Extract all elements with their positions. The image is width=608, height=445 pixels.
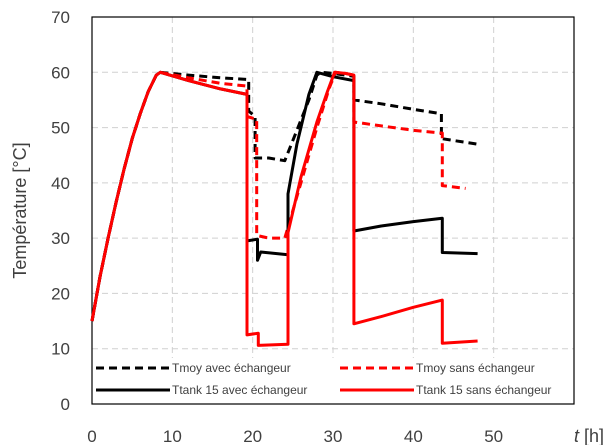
x-tick-label: 50 <box>484 427 503 445</box>
y-tick-label: 60 <box>51 63 70 82</box>
x-tick-label: 40 <box>404 427 423 445</box>
y-tick-label: 0 <box>61 395 70 414</box>
x-axis-unit: [h] <box>579 426 604 445</box>
legend-label-tmoy-avec-echangeur: Tmoy avec échangeur <box>172 361 291 375</box>
series-layer <box>90 70 478 347</box>
series-line-tmoy-avec-echangeur <box>90 70 478 322</box>
y-axis-title: Température [°C] <box>10 142 30 278</box>
plot-frame <box>91 16 575 405</box>
legend-label-ttank-15-avec-echangeur: Ttank 15 avec échangeur <box>172 383 307 397</box>
legend-label-ttank-15-sans-echangeur: Ttank 15 sans échangeur <box>416 383 551 397</box>
y-tick-label: 10 <box>51 340 70 359</box>
tick-labels: 0 10 20 30 40 50 0 10 20 30 40 50 60 70 <box>51 8 503 445</box>
y-tick-label: 20 <box>51 284 70 303</box>
series-line-ttank-15-sans-echangeur <box>90 70 478 347</box>
legend-background <box>93 358 573 403</box>
x-axis-variable: t <box>574 426 580 445</box>
x-tick-label: 0 <box>87 427 96 445</box>
x-tick-label: 20 <box>243 427 262 445</box>
x-tick-label: 10 <box>163 427 182 445</box>
y-tick-label: 40 <box>51 174 70 193</box>
y-tick-label: 30 <box>51 229 70 248</box>
legend: Tmoy avec échangeur Tmoy sans échangeur Tt… <box>93 358 573 403</box>
y-tick-label: 50 <box>51 119 70 138</box>
y-tick-label: 70 <box>51 8 70 27</box>
x-axis-title: t [h] <box>574 426 604 445</box>
x-tick-label: 30 <box>324 427 343 445</box>
legend-label-tmoy-sans-echangeur: Tmoy sans échangeur <box>416 361 535 375</box>
series-line-tmoy-sans-echangeur <box>90 70 466 322</box>
